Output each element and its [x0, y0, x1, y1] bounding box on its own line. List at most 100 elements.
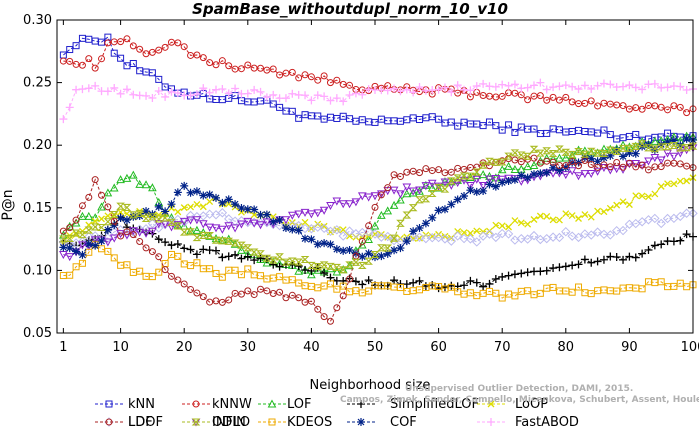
data-point [504, 176, 513, 185]
data-point [281, 258, 291, 266]
data-point [568, 212, 576, 220]
legend-marker [192, 400, 200, 408]
data-point [307, 297, 315, 305]
data-point [555, 166, 564, 175]
data-point [364, 257, 373, 265]
data-point [179, 228, 189, 236]
data-point [110, 217, 118, 225]
y-axis-label: P@n [0, 189, 16, 220]
data-point [549, 163, 558, 172]
data-point [625, 159, 633, 167]
x-tick-label: 80 [558, 340, 575, 355]
series-line [63, 157, 694, 323]
data-point [212, 193, 220, 202]
data-point [199, 84, 208, 93]
data-point [345, 245, 354, 254]
data-point [529, 230, 539, 241]
data-point [568, 158, 577, 167]
y-tick-label: 0.10 [23, 263, 52, 278]
data-point [320, 92, 329, 101]
legend-item-lof: LOF [258, 397, 312, 412]
data-point [243, 244, 253, 252]
data-point [199, 203, 207, 211]
data-point [78, 250, 87, 259]
data-point [206, 298, 214, 306]
data-point [510, 149, 520, 157]
data-point [447, 88, 456, 97]
data-point [434, 206, 443, 215]
series-line [62, 82, 694, 120]
data-point [129, 90, 138, 99]
data-point [389, 234, 399, 242]
data-point [561, 226, 571, 237]
data-point [479, 122, 487, 130]
data-point [383, 244, 393, 252]
data-point [326, 317, 334, 325]
data-point [66, 271, 74, 279]
data-point [104, 247, 112, 255]
data-point [192, 225, 202, 234]
data-point [491, 182, 500, 191]
data-point [351, 249, 360, 258]
data-point [543, 129, 551, 137]
data-point [625, 252, 634, 261]
data-point [218, 57, 226, 65]
data-point [600, 208, 608, 216]
x-tick-label: 10 [112, 340, 129, 355]
data-point [568, 82, 577, 91]
data-point [135, 228, 145, 237]
data-point [371, 203, 379, 211]
data-point [510, 164, 520, 173]
data-point [332, 245, 341, 254]
series-cof [59, 134, 697, 262]
x-axis-label: Neighborhood size [310, 378, 431, 393]
data-point [625, 148, 634, 157]
legend-item-knn: kNN [95, 397, 155, 412]
data-point [338, 200, 348, 209]
data-point [625, 105, 633, 113]
data-point [575, 283, 583, 291]
data-point [91, 217, 99, 225]
data-point [492, 221, 500, 229]
data-point [631, 142, 641, 150]
data-point [510, 175, 519, 184]
data-point [650, 145, 659, 154]
data-point [275, 253, 284, 261]
data-point [587, 85, 596, 94]
data-point [244, 61, 252, 69]
data-point [256, 250, 265, 258]
data-point [592, 227, 603, 237]
data-point [160, 214, 170, 222]
data-point [110, 221, 119, 230]
data-point [466, 229, 474, 237]
data-point [116, 89, 125, 98]
data-point [84, 84, 93, 93]
data-point [358, 237, 366, 245]
data-point [198, 231, 208, 239]
data-point [675, 144, 685, 152]
data-point [669, 237, 678, 246]
data-point [173, 188, 182, 197]
data-point [319, 206, 329, 215]
data-point [104, 203, 112, 211]
data-point [117, 208, 125, 216]
data-point [580, 150, 590, 158]
data-point [562, 93, 570, 101]
data-point [402, 189, 412, 198]
y-tick-label: 0.05 [23, 326, 52, 341]
data-point [549, 93, 557, 101]
data-point [236, 216, 247, 226]
data-point [198, 220, 208, 229]
data-point [523, 152, 532, 160]
data-point [212, 269, 220, 277]
data-point [549, 158, 557, 166]
data-point [249, 248, 259, 256]
data-point [402, 85, 411, 94]
data-point [294, 262, 303, 271]
data-point [543, 213, 551, 220]
data-point [244, 265, 252, 273]
data-point [485, 175, 494, 184]
data-point [599, 153, 608, 162]
data-point [338, 231, 348, 241]
data-point [543, 157, 551, 165]
